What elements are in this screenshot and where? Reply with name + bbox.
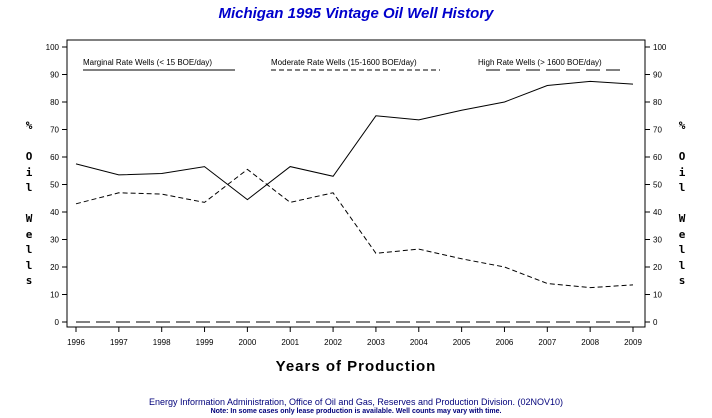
series-line-moderate-rate-wells (75, 168, 634, 289)
x-tick-label: 2001 (281, 338, 299, 347)
y-tick-label-right: 30 (653, 236, 662, 245)
x-tick-label: 1996 (67, 338, 85, 347)
plot-frame (66, 39, 646, 328)
y-tick-label-right: 40 (653, 208, 662, 217)
legend-label-moderate-rate-wells: Moderate Rate Wells (15-1600 BOE/day) (271, 58, 417, 67)
y-tick-label-left: 50 (50, 181, 59, 190)
y-tick-label-left: 20 (50, 263, 59, 272)
x-tick-label: 2008 (581, 338, 599, 347)
y-tick-label-right: 60 (653, 153, 662, 162)
y-tick-label-left: 40 (50, 208, 59, 217)
y-tick-label-left: 80 (50, 98, 59, 107)
x-tick-label: 2002 (324, 338, 342, 347)
x-tick-label: 2000 (238, 338, 256, 347)
x-tick-label: 1997 (110, 338, 128, 347)
legend-label-high-rate-wells: High Rate Wells (> 1600 BOE/day) (478, 58, 602, 67)
y-tick-label-left: 10 (50, 291, 59, 300)
y-tick-label-right: 90 (653, 71, 662, 80)
x-tick-label: 2007 (538, 338, 556, 347)
y-tick-label-left: 100 (46, 43, 60, 52)
y-tick-label-left: 30 (50, 236, 59, 245)
legend-label-marginal-rate-wells: Marginal Rate Wells (< 15 BOE/day) (83, 58, 212, 67)
y-tick-label-left: 0 (55, 318, 60, 327)
y-tick-label-left: 90 (50, 71, 59, 80)
y-axis-label-left: % O i l W e l l s (25, 119, 33, 287)
x-axis-label: Years of Production (275, 358, 437, 375)
x-tick-label: 2009 (624, 338, 642, 347)
chart-title: Michigan 1995 Vintage Oil Well History (218, 5, 494, 22)
x-tick-label: 2005 (453, 338, 471, 347)
series-line-marginal-rate-wells (75, 80, 634, 201)
x-tick-label: 2003 (367, 338, 385, 347)
y-tick-label-left: 70 (50, 126, 59, 135)
x-tick-label: 2006 (496, 338, 514, 347)
x-tick-label: 1999 (196, 338, 214, 347)
y-tick-label-right: 50 (653, 181, 662, 190)
y-tick-label-right: 70 (653, 126, 662, 135)
y-tick-label-right: 20 (653, 263, 662, 272)
y-axis-label-right: % O i l W e l l s (678, 119, 686, 287)
y-tick-label-right: 100 (653, 43, 667, 52)
y-tick-label-left: 60 (50, 153, 59, 162)
y-tick-label-right: 10 (653, 291, 662, 300)
y-tick-label-right: 0 (653, 318, 658, 327)
note-footnote: Note: In some cases only lease productio… (210, 408, 502, 415)
source-footnote: Energy Information Administration, Offic… (148, 397, 564, 407)
y-tick-label-right: 80 (653, 98, 662, 107)
x-tick-label: 2004 (410, 338, 428, 347)
x-tick-label: 1998 (153, 338, 171, 347)
